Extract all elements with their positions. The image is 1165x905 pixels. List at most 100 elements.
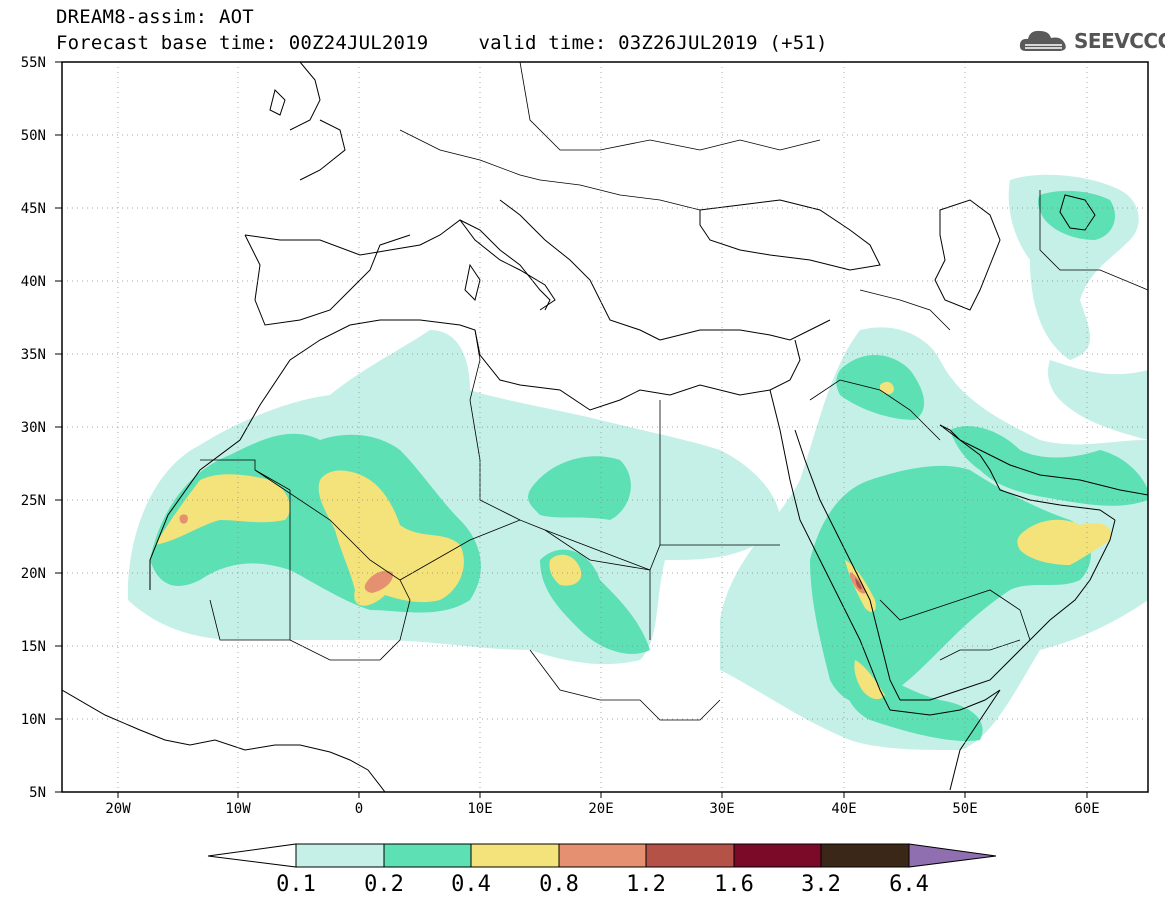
colorbar-label: 0.4 (451, 872, 491, 897)
cloud-icon (1019, 30, 1066, 51)
france-coast (299, 119, 346, 181)
lat-tick-label: 25N (21, 493, 46, 509)
lat-tick-label: 15N (21, 639, 46, 655)
border-yemen (879, 589, 1031, 641)
border-algeria-libya (469, 329, 521, 521)
colorbar-labels: 0.1 0.2 0.4 0.8 1.2 1.6 3.2 6.4 (276, 872, 929, 897)
lat-tick-label: 50N (21, 128, 46, 144)
aot-0.4-mauritania (155, 474, 290, 545)
border-germany (399, 129, 541, 181)
aot-0.2-caspian (1037, 190, 1115, 240)
aot-0.2-sahara-central (528, 456, 631, 520)
border-central-europe (539, 179, 701, 211)
chart-subtitle: Forecast base time: 00Z24JUL2019 valid ti… (56, 32, 828, 54)
lon-tick-label: 10W (225, 801, 251, 817)
lat-tick-label: 5N (29, 785, 46, 801)
lon-axis: 20W 10W 0 10E 20E 30E 40E 50E 60E (105, 801, 1099, 817)
border-egypt-sudan (659, 400, 780, 546)
lon-tick-label: 40E (831, 801, 856, 817)
black-sea (699, 199, 881, 271)
aot-0.4-iraq (880, 381, 894, 395)
lat-axis: 55N 50N 45N 40N 35N 30N 25N 20N 15N 10N … (21, 55, 46, 801)
border-sahel (289, 599, 411, 661)
aot-0.4-chad (549, 554, 582, 586)
adriatic-balkans (499, 199, 661, 341)
persian-gulf-coast (939, 424, 1116, 521)
lon-ticks (117, 792, 1088, 798)
graticule (62, 62, 1148, 792)
lat-tick-label: 40N (21, 274, 46, 290)
colorbar-swatch (558, 843, 647, 868)
red-sea-west-coast (769, 389, 891, 711)
aot-0.8-mali (364, 570, 393, 593)
border-kazakh (1039, 190, 1148, 291)
aral-sea (1059, 194, 1096, 231)
british-isles (269, 62, 321, 131)
aot-field (127, 174, 1148, 750)
lon-tick-label: 20E (588, 801, 613, 817)
aot-0.2-gulf (950, 426, 1148, 506)
border-turkey-iran (859, 289, 951, 331)
europe-south-coast (244, 219, 556, 311)
colorbar-label: 1.6 (714, 872, 754, 897)
lon-tick-label: 10E (467, 801, 492, 817)
lat-tick-label: 30N (21, 420, 46, 436)
iberia (244, 234, 411, 326)
chart-title: DREAM8-assim: AOT (56, 6, 254, 28)
border-mauritania (200, 459, 291, 641)
iran-coast (939, 424, 1148, 496)
aot-0.4-oman (1017, 519, 1111, 565)
lon-tick-label: 60E (1074, 801, 1099, 817)
lon-tick-label: 30E (709, 801, 734, 817)
somalia-coast (889, 689, 1001, 791)
lat-tick-label: 45N (21, 201, 46, 217)
colorbar-label: 0.2 (364, 872, 404, 897)
lat-tick-label: 35N (21, 347, 46, 363)
colorbar-high-arrow (908, 843, 997, 868)
aot-0.8-mauritania (179, 514, 188, 524)
lon-tick-label: 50E (952, 801, 977, 817)
aot-1.2-red-sea (855, 578, 862, 590)
coastlines (62, 62, 1148, 792)
lat-tick-label: 55N (21, 55, 46, 71)
base-time: Forecast base time: 00Z24JUL2019 (56, 32, 429, 54)
colorbar-label: 0.8 (539, 872, 579, 897)
country-borders (200, 62, 1148, 721)
aot-0.2-arabia (810, 465, 1091, 704)
lon-tick-label: 0 (355, 801, 363, 817)
colorbar-swatch (733, 843, 822, 868)
colorbar-label: 3.2 (801, 872, 841, 897)
lat-tick-label: 10N (21, 712, 46, 728)
aot-0.1-iran (1048, 360, 1148, 440)
colorbar-swatch (295, 843, 385, 868)
caspian-sea (934, 199, 1001, 311)
arabia-south-coast (900, 519, 1116, 701)
colorbar-label: 1.2 (626, 872, 666, 897)
colorbar-swatch (470, 843, 560, 868)
colorbar-swatch (645, 843, 735, 868)
colorbar-swatch (820, 843, 910, 868)
border-libya-chad (544, 529, 661, 571)
colorbar (207, 843, 997, 868)
border-yemen-oman (939, 639, 1021, 661)
red-sea-east-coast (794, 429, 901, 701)
west-africa-coast (62, 689, 386, 792)
colorbar-label: 6.4 (889, 872, 929, 897)
colorbar-label: 0.1 (276, 872, 316, 897)
aot-0.1-west-africa (127, 330, 780, 665)
lat-tick-label: 20N (21, 566, 46, 582)
logo-text: SEEVCCC (1074, 29, 1165, 53)
aot-0.4-eritrea (854, 660, 885, 700)
colorbar-low-arrow (207, 843, 297, 868)
border-algeria-mali (254, 469, 411, 601)
aot-0.4-mali-niger (318, 470, 464, 606)
colorbar-swatch (383, 843, 472, 868)
aot-0.2-horn (840, 650, 983, 741)
turkey-coast (659, 319, 831, 341)
border-saudi-iraq (809, 379, 941, 441)
lat-ticks (55, 61, 62, 793)
seevccc-logo: SEEVCCC (1018, 27, 1165, 55)
border-east-europe (519, 62, 821, 151)
italy (459, 219, 551, 311)
